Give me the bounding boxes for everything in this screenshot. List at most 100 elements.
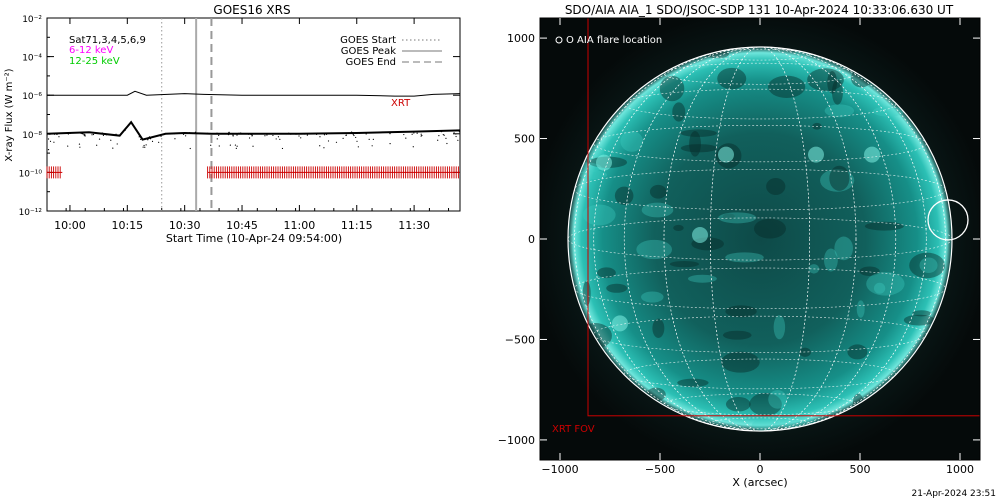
noise-point (248, 137, 251, 139)
coronal-feature (597, 267, 616, 279)
noise-point (81, 132, 83, 134)
legend-circle-icon (555, 36, 563, 44)
coronal-feature (829, 165, 850, 191)
coronal-feature (689, 131, 701, 157)
latitude-line (710, 48, 810, 61)
noise-point (69, 132, 72, 134)
band-low-label: 6-12 keV (69, 45, 113, 56)
coronal-feature (773, 315, 786, 340)
active-region (718, 146, 734, 163)
coronal-feature (766, 177, 786, 196)
noise-point (319, 136, 321, 138)
noise-point (355, 136, 357, 139)
noise-point (342, 137, 344, 139)
noise-point (67, 145, 69, 147)
active-region (692, 226, 708, 243)
noise-point (47, 138, 50, 140)
coronal-feature (909, 252, 945, 279)
noise-point (142, 146, 144, 148)
longitude-line (574, 47, 946, 431)
noise-point (319, 145, 321, 147)
noise-point (83, 133, 85, 136)
noise-point (210, 144, 212, 146)
noise-point (275, 138, 277, 140)
noise-point (173, 133, 176, 135)
coronal-feature (823, 248, 838, 272)
noise-point (279, 138, 281, 140)
noise-point (53, 133, 56, 135)
coronal-feature (649, 184, 667, 199)
noise-point (171, 132, 174, 134)
noise-point (91, 134, 93, 136)
coronal-feature (721, 351, 760, 373)
image-x-tick-label: 0 (757, 463, 764, 476)
noise-point (110, 139, 112, 141)
noise-point (101, 132, 103, 134)
noise-point (266, 134, 268, 136)
coronal-feature (641, 291, 664, 303)
noise-point (79, 146, 81, 148)
noise-point (453, 132, 455, 134)
x-tick-label: 11:30 (398, 219, 430, 232)
noise-point (249, 133, 251, 135)
noise-point (147, 139, 149, 141)
noise-point (281, 133, 283, 135)
noise-point (236, 134, 238, 136)
flare-location-circle (927, 199, 969, 241)
noise-point (412, 146, 414, 148)
noise-point (104, 133, 107, 135)
noise-point (145, 144, 147, 146)
noise-point (281, 147, 284, 150)
image-y-tick-label: 1000 (507, 32, 535, 45)
noise-point (124, 129, 126, 131)
noise-point (420, 135, 422, 137)
noise-point (80, 131, 82, 134)
coronal-feature (751, 418, 781, 431)
image-y-tick-label: −500 (505, 333, 535, 346)
coronal-feature (725, 305, 757, 318)
flare-legend: O AIA flare location (566, 35, 662, 46)
coronal-feature (680, 129, 717, 137)
noise-point (416, 132, 418, 134)
latitude-line (663, 62, 857, 85)
noise-point (235, 147, 237, 149)
noise-point (160, 135, 162, 137)
noise-point (82, 132, 85, 134)
noise-point (207, 132, 209, 134)
coronal-feature (669, 260, 699, 268)
noise-point (98, 138, 101, 140)
noise-point (446, 142, 448, 145)
coronal-feature (831, 79, 843, 105)
coronal-feature (722, 330, 752, 340)
y-tick-label: 10⁻⁶ (22, 92, 42, 102)
noise-point (298, 135, 300, 137)
timestamp: 21-Apr-2024 23:51 (912, 489, 996, 499)
x-tick-label: 10:15 (111, 219, 143, 232)
noise-point (229, 144, 231, 146)
noise-point (413, 132, 415, 134)
coronal-feature (834, 236, 854, 261)
coronal-feature (606, 283, 628, 293)
y-tick-label: 10⁻⁴ (22, 54, 42, 64)
noise-point (140, 138, 142, 141)
noise-point (457, 139, 459, 141)
noise-point (217, 133, 219, 135)
xrt-label: XRT (391, 98, 411, 109)
longitude-line (710, 47, 810, 431)
image-y-tick-label: −1000 (498, 434, 535, 447)
coronal-feature (856, 300, 865, 318)
y-tick-label: 10⁻⁸ (22, 131, 42, 141)
noise-point (84, 135, 86, 137)
noise-point (97, 132, 99, 134)
left-axes: 10:00 10:15 10:30 10:45 11:00 11:15 11:30 10⁻¹²… (19, 15, 460, 232)
noise-point (151, 140, 154, 142)
noise-point (327, 140, 330, 142)
longitude-line (593, 47, 927, 431)
coronal-feature (919, 257, 938, 273)
coronal-feature (824, 104, 855, 118)
noise-point (347, 132, 349, 134)
noise-point (163, 133, 165, 135)
noise-point (174, 138, 176, 140)
noise-point (218, 134, 220, 136)
coronal-feature (673, 224, 684, 232)
